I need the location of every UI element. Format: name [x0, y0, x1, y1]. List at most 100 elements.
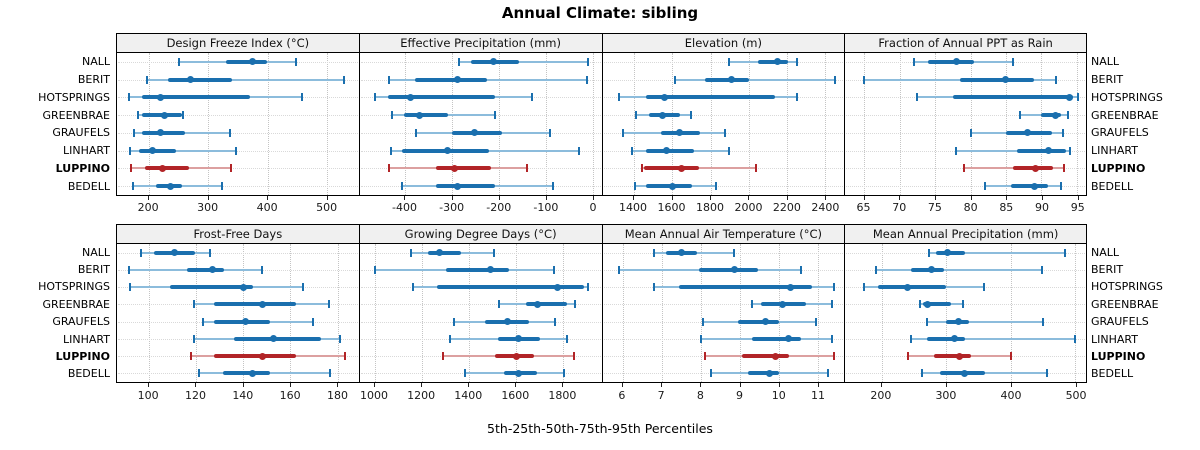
- tick-label: 1800: [695, 201, 724, 214]
- whisker-cap: [530, 93, 533, 102]
- whisker-cap: [525, 164, 528, 173]
- tick-label: -300: [439, 201, 465, 214]
- median-dot: [960, 369, 968, 377]
- iqr-bar: [705, 77, 749, 82]
- panel-plot-mean-annual-air-temperature-c: [601, 244, 845, 383]
- station-label-right: BERIT: [1091, 263, 1124, 277]
- panel-title: Design Freeze Index (°C): [166, 36, 310, 50]
- whisker-cap: [574, 300, 577, 309]
- tick-mark: [207, 196, 209, 200]
- whisker-cap: [921, 369, 924, 378]
- median-dot: [242, 318, 250, 326]
- gridline-v: [546, 53, 548, 195]
- tick-label: -100: [533, 201, 559, 214]
- whisker-cap: [1069, 146, 1072, 155]
- iqr-bar: [415, 77, 488, 82]
- iqr-bar: [644, 166, 699, 171]
- tick-mark: [290, 383, 292, 387]
- iqr-bar: [404, 113, 448, 118]
- gridline-h: [603, 115, 844, 117]
- whisker-cap: [830, 334, 833, 343]
- median-dot: [677, 164, 685, 172]
- median-dot: [416, 111, 424, 119]
- whisker-cap: [587, 57, 590, 66]
- median-dot: [489, 58, 497, 66]
- gridline-v: [1041, 53, 1043, 195]
- whisker-cap: [1063, 164, 1066, 173]
- tick-label: 11: [810, 389, 825, 402]
- whisker-cap: [1041, 265, 1044, 274]
- gridline-v: [452, 53, 454, 195]
- median-dot: [954, 318, 962, 326]
- gridline-v: [290, 244, 292, 382]
- gridline-v: [148, 53, 150, 195]
- iqr-bar: [445, 267, 509, 272]
- gridline-h: [118, 252, 358, 254]
- tick-label: 7: [657, 389, 665, 402]
- tick-mark: [267, 196, 269, 200]
- whisker-cap: [830, 300, 833, 309]
- tick-mark: [934, 196, 936, 200]
- whisker-cap: [552, 265, 555, 274]
- gridline-v: [196, 244, 198, 382]
- whisker-cap: [221, 182, 224, 191]
- tick-mark: [1011, 383, 1012, 387]
- median-dot: [1002, 76, 1010, 84]
- gridline-v: [1075, 244, 1077, 382]
- tick-mark: [970, 196, 972, 200]
- gridline-v: [208, 53, 210, 195]
- tick-label: 200: [870, 389, 892, 402]
- median-dot: [779, 300, 787, 308]
- iqr-bar: [142, 130, 186, 135]
- whisker-cap: [230, 164, 233, 173]
- whisker-cap: [1054, 75, 1057, 84]
- whisker-cap: [302, 283, 305, 292]
- iqr-bar: [186, 267, 225, 272]
- whisker-cap: [197, 369, 200, 378]
- tick-mark: [709, 196, 711, 200]
- station-label-left: LUPPINO: [55, 162, 110, 176]
- station-label-left: NALL: [81, 245, 110, 259]
- whisker-cap: [577, 146, 580, 155]
- tick-mark: [326, 196, 328, 200]
- median-dot: [1052, 111, 1060, 119]
- whisker-cap: [617, 93, 620, 102]
- tick-mark: [421, 383, 423, 387]
- iqr-bar: [738, 319, 780, 324]
- tick-label: 10: [771, 389, 786, 402]
- panel-title: Mean Annual Air Temperature (°C): [624, 227, 823, 241]
- median-dot: [730, 266, 738, 274]
- median-dot: [515, 335, 523, 343]
- tick-label: 2400: [811, 201, 840, 214]
- iqr-bar: [757, 59, 789, 64]
- median-dot: [249, 369, 257, 377]
- whisker-cap: [983, 182, 986, 191]
- whisker-cap: [795, 57, 798, 66]
- median-dot: [787, 283, 795, 291]
- iqr-bar: [226, 59, 268, 64]
- whisker-cap: [715, 182, 718, 191]
- whisker-range: [864, 78, 1056, 81]
- tick-mark: [863, 196, 865, 200]
- gridline-v: [881, 244, 883, 382]
- gridline-v: [1010, 244, 1012, 382]
- whisker-cap: [390, 146, 393, 155]
- station-label-right: BEDELL: [1091, 180, 1134, 194]
- whisker-cap: [131, 182, 134, 191]
- median-dot: [157, 93, 165, 101]
- whisker-cap: [453, 317, 455, 326]
- whisker-cap: [630, 146, 633, 155]
- tick-label: 300: [935, 389, 957, 402]
- iqr-bar: [645, 95, 776, 100]
- tick-label: 90: [1035, 201, 1050, 214]
- tick-mark: [374, 383, 376, 387]
- whisker-cap: [463, 369, 466, 378]
- tick-label: 100: [137, 389, 159, 402]
- median-dot: [444, 147, 452, 155]
- whisker-cap: [699, 334, 702, 343]
- gridline-v: [622, 244, 624, 382]
- median-dot: [436, 249, 444, 257]
- station-label-left: GRAUFELS: [52, 126, 110, 140]
- whisker-cap: [653, 248, 656, 257]
- whisker-cap: [724, 128, 727, 137]
